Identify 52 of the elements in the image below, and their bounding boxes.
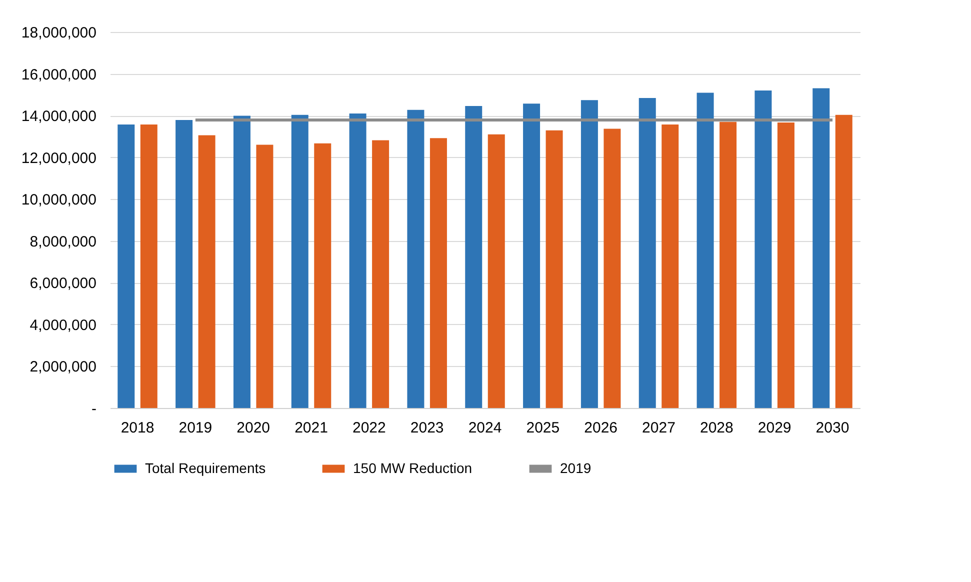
x-tick-label: 2022 [352, 420, 386, 436]
bar [580, 100, 598, 408]
bar [662, 124, 679, 408]
bar [407, 110, 424, 408]
legend-label: Total Requirements [145, 460, 266, 476]
bar [198, 135, 216, 408]
y-tick-label: 2,000,000 [30, 358, 96, 376]
bar [835, 114, 852, 408]
bar [372, 140, 390, 408]
bar [314, 143, 332, 408]
bar [291, 114, 308, 408]
bar [176, 120, 193, 408]
x-tick-label: 2030 [816, 420, 850, 436]
bar [604, 128, 621, 408]
bar [720, 122, 737, 408]
y-tick-label: 10,000,000 [21, 192, 96, 209]
legend-label: 2019 [560, 460, 592, 476]
y-tick-label: 4,000,000 [30, 316, 96, 334]
bar [488, 134, 505, 408]
x-tick-label: 2023 [410, 420, 444, 436]
bar [812, 88, 830, 408]
legend-label: 150 MW Reduction [353, 460, 472, 476]
x-tick-label: 2026 [584, 420, 618, 436]
x-tick-label: 2027 [642, 420, 676, 436]
bar [696, 92, 714, 408]
x-tick-label: 2028 [700, 420, 734, 436]
x-tick-label: 2019 [178, 420, 212, 436]
x-tick-label: 2029 [758, 420, 792, 436]
bar [754, 90, 772, 408]
bar [777, 122, 794, 408]
y-tick-label: 16,000,000 [21, 66, 96, 84]
bar [546, 130, 563, 408]
bar [465, 106, 482, 408]
x-tick-label: 2020 [236, 420, 270, 436]
y-tick-label: 12,000,000 [21, 150, 96, 167]
bar [118, 124, 135, 408]
y-tick-label: 18,000,000 [21, 24, 96, 42]
y-tick-label: - [92, 400, 96, 418]
bar [349, 113, 366, 408]
y-tick-label: 14,000,000 [21, 108, 96, 126]
x-tick-label: 2025 [526, 420, 560, 436]
bar [638, 98, 656, 408]
x-tick-label: 2024 [468, 420, 502, 436]
bar [523, 104, 540, 408]
y-tick-label: 6,000,000 [30, 275, 96, 292]
x-tick-label: 2021 [294, 420, 328, 436]
bar [140, 124, 158, 408]
bar [430, 138, 447, 408]
bar [256, 144, 274, 408]
x-tick-label: 2018 [120, 420, 154, 436]
bar [233, 116, 250, 408]
y-tick-label: 8,000,000 [30, 233, 96, 250]
